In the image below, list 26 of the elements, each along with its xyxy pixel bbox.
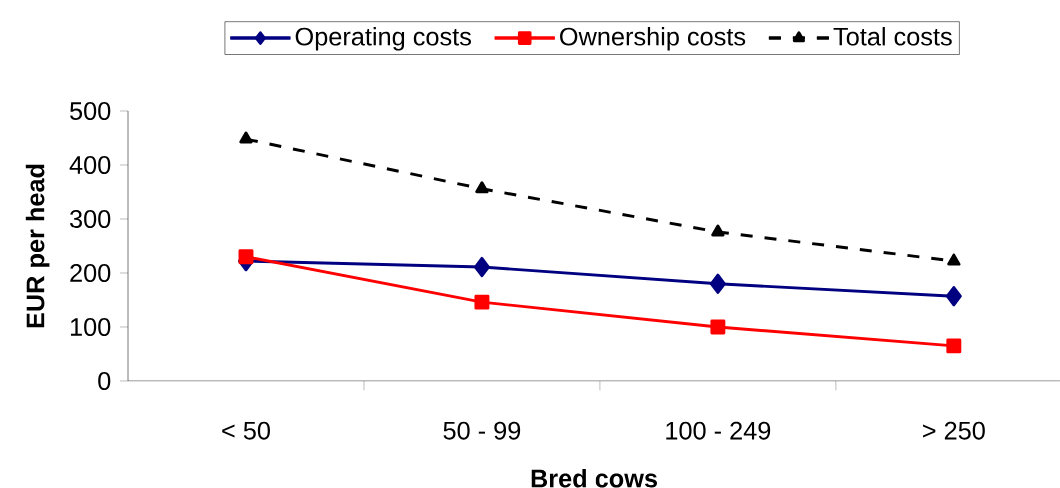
y-tick-label: 300: [70, 210, 111, 228]
point: [709, 273, 726, 294]
x-axis-title: Bred cows: [531, 468, 657, 488]
y-axis-title: EUR per head: [25, 164, 50, 328]
point: [710, 319, 726, 335]
x-tick-label: > 250: [923, 421, 985, 440]
point: [945, 286, 962, 307]
point: [473, 256, 490, 278]
y-tick-label: 0: [98, 372, 111, 390]
y-tick-label: 500: [70, 102, 111, 120]
point: [711, 224, 725, 237]
point: [239, 131, 253, 144]
x-tick-label: < 50: [222, 421, 270, 440]
x-tick-label: 100 - 249: [666, 421, 771, 440]
legend-label: Operating costs: [295, 27, 471, 51]
point: [474, 294, 490, 310]
y-tick-label: 400: [69, 156, 111, 174]
y-tick-label: 200: [70, 264, 111, 282]
y-tick-label: 100: [70, 318, 111, 336]
x-tick-label: 50 - 99: [443, 421, 521, 440]
point: [946, 338, 962, 354]
legend-label: Total costs: [833, 27, 952, 46]
legend-label: Ownership costs: [560, 27, 746, 51]
point: [238, 249, 254, 265]
point: [475, 181, 489, 194]
point: [947, 253, 961, 266]
